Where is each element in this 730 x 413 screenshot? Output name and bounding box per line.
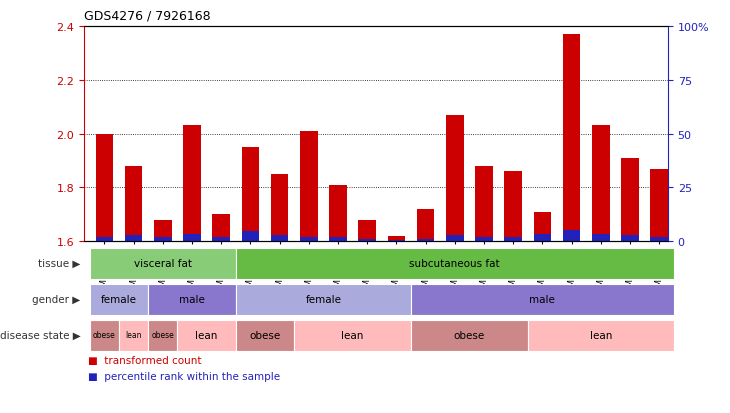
Bar bbox=[504, 238, 522, 242]
Bar bbox=[417, 240, 434, 242]
Bar bbox=[96, 238, 113, 242]
Bar bbox=[534, 234, 551, 242]
Bar bbox=[650, 238, 668, 242]
Text: subcutaneous fat: subcutaneous fat bbox=[410, 258, 500, 268]
Text: obese: obese bbox=[454, 330, 485, 340]
Text: obese: obese bbox=[93, 331, 116, 339]
Text: disease state ▶: disease state ▶ bbox=[0, 330, 80, 340]
Bar bbox=[621, 159, 639, 242]
Text: gender ▶: gender ▶ bbox=[32, 294, 80, 304]
Bar bbox=[475, 238, 493, 242]
Bar bbox=[148, 320, 177, 351]
Bar bbox=[563, 230, 580, 242]
Text: GDS4276 / 7926168: GDS4276 / 7926168 bbox=[84, 10, 210, 23]
Text: lean: lean bbox=[342, 330, 364, 340]
Bar bbox=[411, 285, 674, 316]
Bar bbox=[358, 240, 376, 242]
Bar bbox=[154, 238, 172, 242]
Text: tissue ▶: tissue ▶ bbox=[38, 258, 80, 268]
Bar bbox=[621, 235, 639, 242]
Text: ■  percentile rank within the sample: ■ percentile rank within the sample bbox=[88, 371, 280, 381]
Bar bbox=[411, 320, 528, 351]
Bar bbox=[236, 320, 294, 351]
Text: male: male bbox=[529, 294, 556, 304]
Bar bbox=[212, 215, 230, 242]
Bar bbox=[417, 209, 434, 242]
Bar bbox=[90, 249, 236, 280]
Bar bbox=[563, 35, 580, 242]
Bar bbox=[242, 148, 259, 242]
Bar bbox=[148, 285, 236, 316]
Bar bbox=[592, 234, 610, 242]
Bar bbox=[294, 320, 411, 351]
Bar bbox=[236, 285, 411, 316]
Bar bbox=[212, 238, 230, 242]
Bar bbox=[183, 126, 201, 242]
Bar bbox=[446, 235, 464, 242]
Bar bbox=[528, 320, 674, 351]
Bar bbox=[592, 126, 610, 242]
Text: female: female bbox=[101, 294, 137, 304]
Text: lean: lean bbox=[590, 330, 612, 340]
Bar bbox=[90, 285, 148, 316]
Text: obese: obese bbox=[151, 331, 174, 339]
Bar bbox=[183, 234, 201, 242]
Bar bbox=[650, 169, 668, 242]
Bar bbox=[242, 232, 259, 242]
Bar bbox=[96, 134, 113, 242]
Bar bbox=[119, 320, 148, 351]
Bar bbox=[90, 320, 119, 351]
Text: ■  transformed count: ■ transformed count bbox=[88, 355, 201, 365]
Bar bbox=[534, 212, 551, 242]
Bar bbox=[236, 249, 674, 280]
Bar bbox=[358, 220, 376, 242]
Bar bbox=[475, 166, 493, 242]
Bar bbox=[388, 240, 405, 242]
Text: lean: lean bbox=[196, 330, 218, 340]
Bar bbox=[300, 132, 318, 242]
Bar bbox=[300, 238, 318, 242]
Bar bbox=[329, 238, 347, 242]
Text: female: female bbox=[305, 294, 342, 304]
Text: male: male bbox=[179, 294, 205, 304]
Bar bbox=[154, 220, 172, 242]
Text: visceral fat: visceral fat bbox=[134, 258, 192, 268]
Bar bbox=[388, 236, 405, 242]
Bar bbox=[125, 235, 142, 242]
Bar bbox=[177, 320, 236, 351]
Bar bbox=[125, 166, 142, 242]
Bar bbox=[271, 174, 288, 242]
Bar bbox=[504, 172, 522, 242]
Text: obese: obese bbox=[250, 330, 280, 340]
Bar bbox=[271, 235, 288, 242]
Text: lean: lean bbox=[126, 331, 142, 339]
Bar bbox=[329, 185, 347, 242]
Bar bbox=[446, 116, 464, 242]
